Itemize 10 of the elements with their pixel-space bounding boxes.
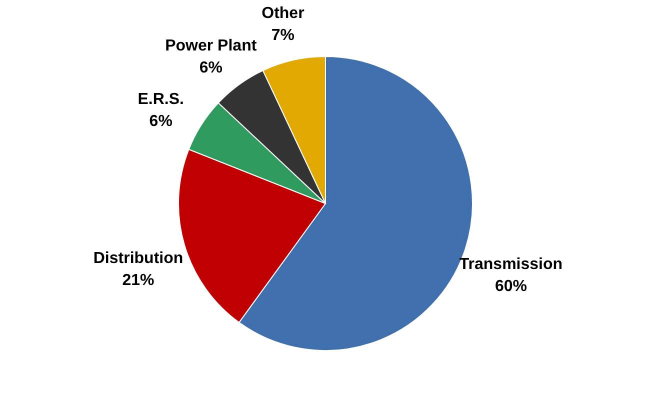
- slice-label: Power Plant: [165, 38, 258, 55]
- slice-label: E.R.S.: [138, 91, 184, 108]
- data-label: 6%: [199, 60, 222, 77]
- slice-label: Transmission: [459, 256, 563, 273]
- slice-label: Other: [262, 5, 304, 22]
- data-label: 60%: [494, 278, 527, 295]
- data-label: 6%: [149, 113, 172, 130]
- data-label: 21%: [122, 272, 154, 289]
- data-label: 7%: [271, 27, 295, 44]
- slice-label: Distribution: [93, 250, 184, 267]
